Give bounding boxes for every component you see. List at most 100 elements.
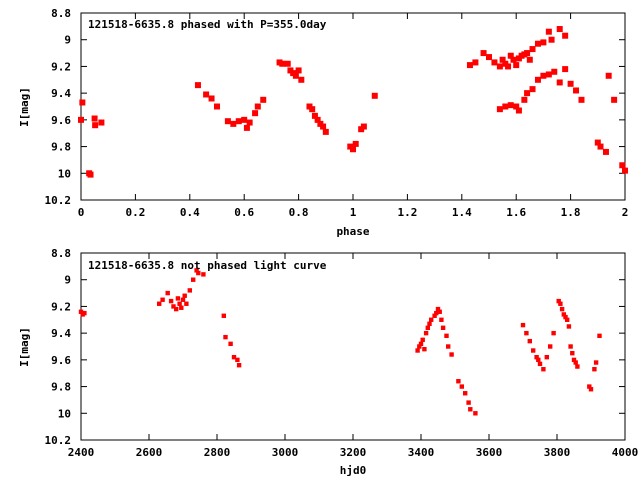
data-point bbox=[567, 80, 574, 87]
y-tick-label: 10 bbox=[58, 407, 71, 420]
data-point bbox=[587, 384, 592, 389]
y-axis-label: I[mag] bbox=[18, 327, 31, 367]
y-tick-label: 9 bbox=[64, 34, 71, 47]
x-tick-label: 3200 bbox=[340, 446, 367, 459]
data-point bbox=[619, 162, 626, 169]
x-tick-label: 2600 bbox=[136, 446, 163, 459]
x-tick-label: 2 bbox=[622, 206, 629, 219]
x-tick-label: 0.2 bbox=[125, 206, 145, 219]
y-tick-label: 9.8 bbox=[51, 141, 71, 154]
data-point bbox=[177, 301, 182, 306]
x-axis-label: hjd0 bbox=[340, 464, 367, 477]
data-point bbox=[510, 56, 517, 63]
data-point bbox=[427, 321, 432, 326]
y-tick-label: 9.6 bbox=[51, 114, 71, 127]
data-point bbox=[571, 357, 577, 363]
x-tick-label: 1.6 bbox=[506, 206, 526, 219]
data-point bbox=[449, 352, 454, 357]
data-point bbox=[187, 288, 192, 293]
y-tick-labels: 8.8 9 9.2 9.4 9.6 9.8 10 10.2 bbox=[45, 7, 72, 207]
tick-marks bbox=[80, 12, 626, 201]
y-tick-label: 10.2 bbox=[45, 434, 72, 447]
data-point bbox=[174, 306, 179, 312]
data-point bbox=[231, 354, 237, 360]
data-point bbox=[466, 62, 473, 69]
data-point bbox=[562, 66, 569, 73]
data-point bbox=[420, 337, 425, 343]
y-tick-label: 8.8 bbox=[51, 247, 71, 260]
data-point bbox=[314, 116, 321, 123]
data-point bbox=[597, 333, 602, 339]
data-point bbox=[466, 400, 471, 405]
data-point bbox=[418, 341, 424, 347]
y-tick-label: 9 bbox=[64, 274, 71, 287]
data-point bbox=[309, 106, 316, 113]
tick-marks bbox=[80, 252, 626, 441]
data-point bbox=[545, 71, 552, 78]
data-point bbox=[540, 39, 547, 46]
data-point bbox=[588, 387, 594, 392]
y-tick-label: 9.2 bbox=[51, 300, 71, 313]
data-point bbox=[622, 167, 628, 174]
data-point bbox=[513, 62, 520, 69]
data-point bbox=[194, 82, 201, 89]
data-point bbox=[541, 367, 546, 372]
data-point bbox=[480, 50, 487, 57]
data-point bbox=[597, 143, 604, 150]
data-point bbox=[160, 297, 165, 302]
y-tick-label: 9.4 bbox=[51, 87, 71, 100]
data-point bbox=[243, 124, 250, 131]
data-point bbox=[545, 28, 552, 35]
data-point bbox=[559, 306, 565, 312]
data-point bbox=[236, 363, 242, 368]
data-point bbox=[468, 407, 473, 412]
data-point bbox=[496, 63, 503, 70]
data-point bbox=[446, 344, 451, 349]
data-point bbox=[196, 270, 201, 276]
data-point bbox=[507, 102, 514, 109]
y-tick-label: 9.8 bbox=[51, 381, 71, 394]
data-point bbox=[496, 106, 503, 113]
data-point bbox=[611, 96, 618, 103]
data-point bbox=[578, 96, 585, 103]
data-point bbox=[425, 325, 430, 330]
data-point bbox=[322, 128, 329, 135]
data-point bbox=[548, 344, 553, 349]
data-point bbox=[499, 56, 506, 63]
data-point bbox=[201, 272, 206, 277]
data-point bbox=[556, 26, 563, 33]
data-point bbox=[507, 52, 514, 59]
data-point bbox=[551, 330, 556, 336]
x-tick-label: 3000 bbox=[272, 446, 299, 459]
data-point bbox=[529, 86, 536, 93]
y-axis-label: I[mag] bbox=[18, 87, 31, 127]
x-tick-labels: 2400 2600 2800 3000 3200 3400 3600 3800 4000 bbox=[68, 446, 639, 459]
data-point bbox=[570, 350, 575, 356]
data-point bbox=[241, 116, 248, 123]
y-tick-label: 10.2 bbox=[45, 194, 72, 207]
x-tick-label: 1.8 bbox=[561, 206, 581, 219]
unphased-plot: 2400 2600 2800 3000 3200 3400 3600 3800 4000 8.8… bbox=[18, 247, 638, 477]
data-point bbox=[224, 118, 231, 125]
data-point bbox=[575, 364, 580, 369]
data-point bbox=[527, 338, 532, 344]
data-point bbox=[459, 384, 464, 389]
chart-title: 121518-6635.8 not phased light curve bbox=[88, 259, 327, 272]
data-point bbox=[472, 59, 479, 66]
data-point bbox=[279, 60, 286, 67]
data-point bbox=[521, 96, 528, 103]
chart-title: 121518-6635.8 phased with P=355.0day bbox=[88, 18, 327, 31]
data-point bbox=[473, 411, 478, 416]
data-point bbox=[78, 309, 84, 314]
x-tick-label: 1 bbox=[350, 206, 357, 219]
x-tick-labels: 0 0.2 0.4 0.6 0.8 1 1.2 1.4 1.6 1.8 2 bbox=[78, 206, 629, 219]
data-point bbox=[157, 301, 162, 306]
x-tick-label: 3800 bbox=[544, 446, 571, 459]
data-point bbox=[87, 171, 94, 178]
x-tick-label: 1.4 bbox=[452, 206, 472, 219]
data-point bbox=[246, 119, 253, 126]
data-point bbox=[320, 123, 327, 130]
data-point bbox=[551, 68, 558, 75]
data-point bbox=[524, 330, 529, 336]
x-tick-label: 2400 bbox=[68, 446, 95, 459]
